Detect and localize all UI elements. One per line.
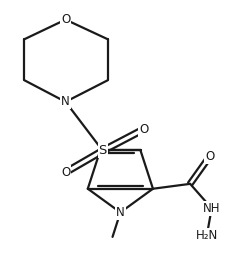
Text: O: O — [139, 123, 148, 136]
Text: O: O — [61, 13, 70, 26]
Text: O: O — [61, 166, 70, 179]
Text: NH: NH — [203, 202, 221, 215]
Text: N: N — [116, 206, 125, 219]
Text: O: O — [205, 150, 214, 163]
Text: H₂N: H₂N — [196, 229, 218, 242]
Text: N: N — [61, 95, 70, 108]
Text: S: S — [98, 144, 107, 157]
